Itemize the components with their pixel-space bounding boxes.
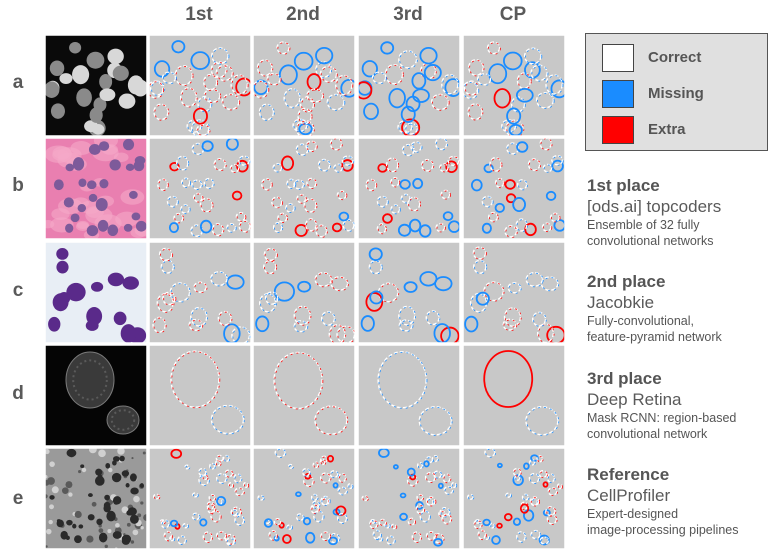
- segmentation-panel-b-1st: [149, 138, 251, 239]
- segmentation-panel-a-3rd: [358, 35, 460, 136]
- legend-label-correct: Correct: [648, 49, 702, 66]
- legend-label-extra: Extra: [648, 121, 686, 138]
- segmentation-panel-d-1st: [149, 345, 251, 446]
- segmentation-panel-a-1st: [149, 35, 251, 136]
- segmentation-panel-a-CP: [463, 35, 565, 136]
- source-image-b: [45, 138, 147, 239]
- source-image-a: [45, 35, 147, 136]
- entry-description-line: Expert-designed: [587, 507, 679, 521]
- segmentation-panel-b-3rd: [358, 138, 460, 239]
- column-header-1st: 1st: [185, 4, 213, 25]
- row-label-d: d: [12, 383, 24, 404]
- legend-label-missing: Missing: [648, 85, 704, 102]
- source-image-c: [45, 242, 147, 343]
- segmentation-panel-d-3rd: [358, 345, 460, 446]
- entry-place-title: 2nd place: [587, 272, 666, 291]
- entry-description-line: feature-pyramid network: [587, 330, 722, 344]
- entry-description-line: Mask RCNN: region-based: [587, 411, 737, 425]
- entry-team-name: CellProfiler: [587, 486, 671, 505]
- entry-reference: Reference CellProfiler Expert-designed i…: [587, 465, 772, 538]
- segmentation-panel-c-2nd: [253, 242, 355, 343]
- segmentation-panel-c-3rd: [358, 242, 460, 343]
- legend: Correct Missing Extra: [585, 33, 768, 151]
- legend-swatch-missing: [602, 80, 634, 108]
- entry-place-title: 3rd place: [587, 369, 662, 388]
- segmentation-panel-c-1st: [149, 242, 251, 343]
- legend-item-missing: Missing: [602, 80, 762, 110]
- row-label-c: c: [12, 280, 24, 301]
- entry-team-name: [ods.ai] topcoders: [587, 197, 722, 216]
- entry-1st-place: 1st place [ods.ai] topcoders Ensemble of…: [587, 176, 772, 249]
- entry-team-name: Jacobkie: [587, 293, 655, 312]
- segmentation-panel-e-2nd: [253, 448, 355, 549]
- entry-2nd-place: 2nd place Jacobkie Fully-convolutional, …: [587, 272, 772, 345]
- segmentation-panel-e-3rd: [358, 448, 460, 549]
- segmentation-panel-e-1st: [149, 448, 251, 549]
- segmentation-panel-a-2nd: [253, 35, 355, 136]
- legend-item-extra: Extra: [602, 116, 762, 146]
- column-header-3rd: 3rd: [393, 4, 423, 25]
- entry-3rd-place: 3rd place Deep Retina Mask RCNN: region-…: [587, 369, 772, 442]
- entry-description-line: convolutional networks: [587, 234, 714, 248]
- legend-swatch-correct: [602, 44, 634, 72]
- segmentation-panel-c-CP: [463, 242, 565, 343]
- row-label-a: a: [12, 72, 24, 93]
- entry-place-title: Reference: [587, 465, 670, 484]
- entry-description-line: image-processing pipelines: [587, 523, 739, 537]
- column-header-2nd: 2nd: [286, 4, 320, 25]
- source-image-e: [45, 448, 147, 549]
- entry-description-line: Fully-convolutional,: [587, 314, 694, 328]
- entry-team-name: Deep Retina: [587, 390, 682, 409]
- segmentation-panel-d-2nd: [253, 345, 355, 446]
- entry-description-line: convolutional network: [587, 427, 708, 441]
- legend-swatch-extra: [602, 116, 634, 144]
- segmentation-panel-b-CP: [463, 138, 565, 239]
- entry-description-line: Ensemble of 32 fully: [587, 218, 700, 232]
- legend-item-correct: Correct: [602, 44, 762, 74]
- row-label-e: e: [12, 488, 24, 509]
- source-image-d: [45, 345, 147, 446]
- segmentation-panel-e-CP: [463, 448, 565, 549]
- row-label-b: b: [12, 175, 24, 196]
- entry-place-title: 1st place: [587, 176, 660, 195]
- column-header-cp: CP: [499, 4, 527, 25]
- segmentation-panel-b-2nd: [253, 138, 355, 239]
- segmentation-panel-d-CP: [463, 345, 565, 446]
